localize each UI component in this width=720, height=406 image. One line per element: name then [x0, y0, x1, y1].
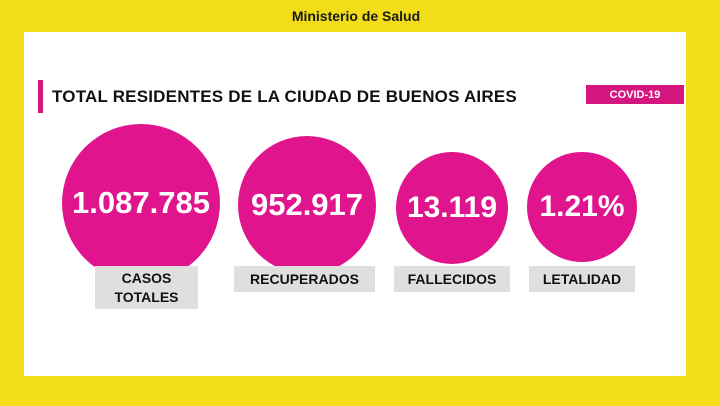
stat-label-lethality: LETALIDAD [529, 266, 635, 292]
stat-label-deaths: FALLECIDOS [394, 266, 510, 292]
stat-label-total-cases: CASOS TOTALES [95, 266, 198, 309]
stat-circle-deaths: 13.119 [396, 152, 508, 264]
stats-panel: TOTAL RESIDENTES DE LA CIUDAD DE BUENOS … [24, 32, 686, 376]
covid-badge: COVID-19 [586, 85, 684, 104]
title-accent-bar [38, 80, 43, 113]
ministry-header: Ministerio de Salud [291, 8, 421, 24]
stat-circle-total-cases: 1.087.785 [62, 124, 220, 282]
stat-label-recovered: RECUPERADOS [234, 266, 375, 292]
stat-circle-lethality: 1.21% [527, 152, 637, 262]
panel-title: TOTAL RESIDENTES DE LA CIUDAD DE BUENOS … [52, 87, 517, 106]
stat-circle-recovered: 952.917 [238, 136, 376, 274]
